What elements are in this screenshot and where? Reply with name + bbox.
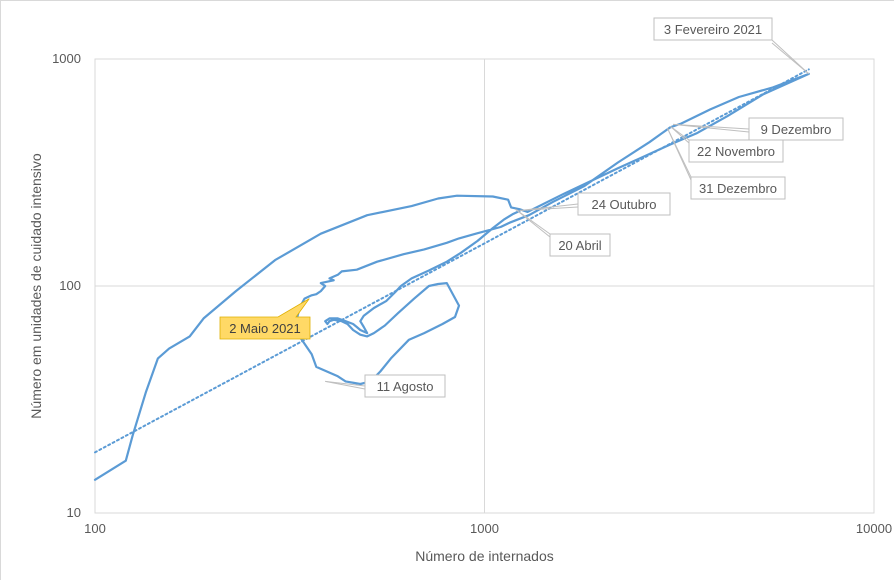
- annotation-label: 2 Maio 2021: [229, 321, 301, 336]
- annotation-label: 24 Outubro: [591, 197, 656, 212]
- annotation-label: 31 Dezembro: [699, 181, 777, 196]
- x-tick-label: 100: [84, 521, 106, 536]
- y-tick-label: 10: [67, 505, 81, 520]
- annotation-label: 20 Abril: [558, 238, 601, 253]
- annotation-label: 11 Agosto: [377, 379, 434, 394]
- series-line: [93, 72, 810, 481]
- annotation-label: 3 Fevereiro 2021: [664, 22, 762, 37]
- annotation-leader: [771, 42, 810, 75]
- annotation-box: [688, 139, 784, 163]
- annotation-callout: [219, 298, 311, 340]
- y-axis-title: Número em unidades de cuidado intensivo: [28, 153, 44, 419]
- annotation-label: 22 Novembro: [697, 144, 775, 159]
- annotation-label: 9 Dezembro: [761, 122, 832, 137]
- annotation-leader: [515, 208, 551, 238]
- annotation-box: [577, 192, 671, 216]
- annotation-box: [549, 233, 611, 257]
- annotation-box: [653, 17, 773, 41]
- annotation-box: [748, 117, 844, 141]
- annotation-leader: [670, 125, 690, 144]
- x-tick-label: 10000: [856, 521, 892, 536]
- annotation-box: [690, 176, 786, 200]
- annotation-leader: [673, 123, 750, 133]
- y-tick-label: 100: [59, 278, 81, 293]
- x-tick-label: 1000: [470, 521, 499, 536]
- annotation-leader: [667, 128, 692, 181]
- y-tick-label: 1000: [52, 51, 81, 66]
- annotation-box: [364, 374, 446, 398]
- annotation-leader: [519, 206, 579, 212]
- annotation-leader: [325, 380, 366, 390]
- trendline: [94, 68, 810, 454]
- x-axis-title: Número de internados: [415, 548, 554, 564]
